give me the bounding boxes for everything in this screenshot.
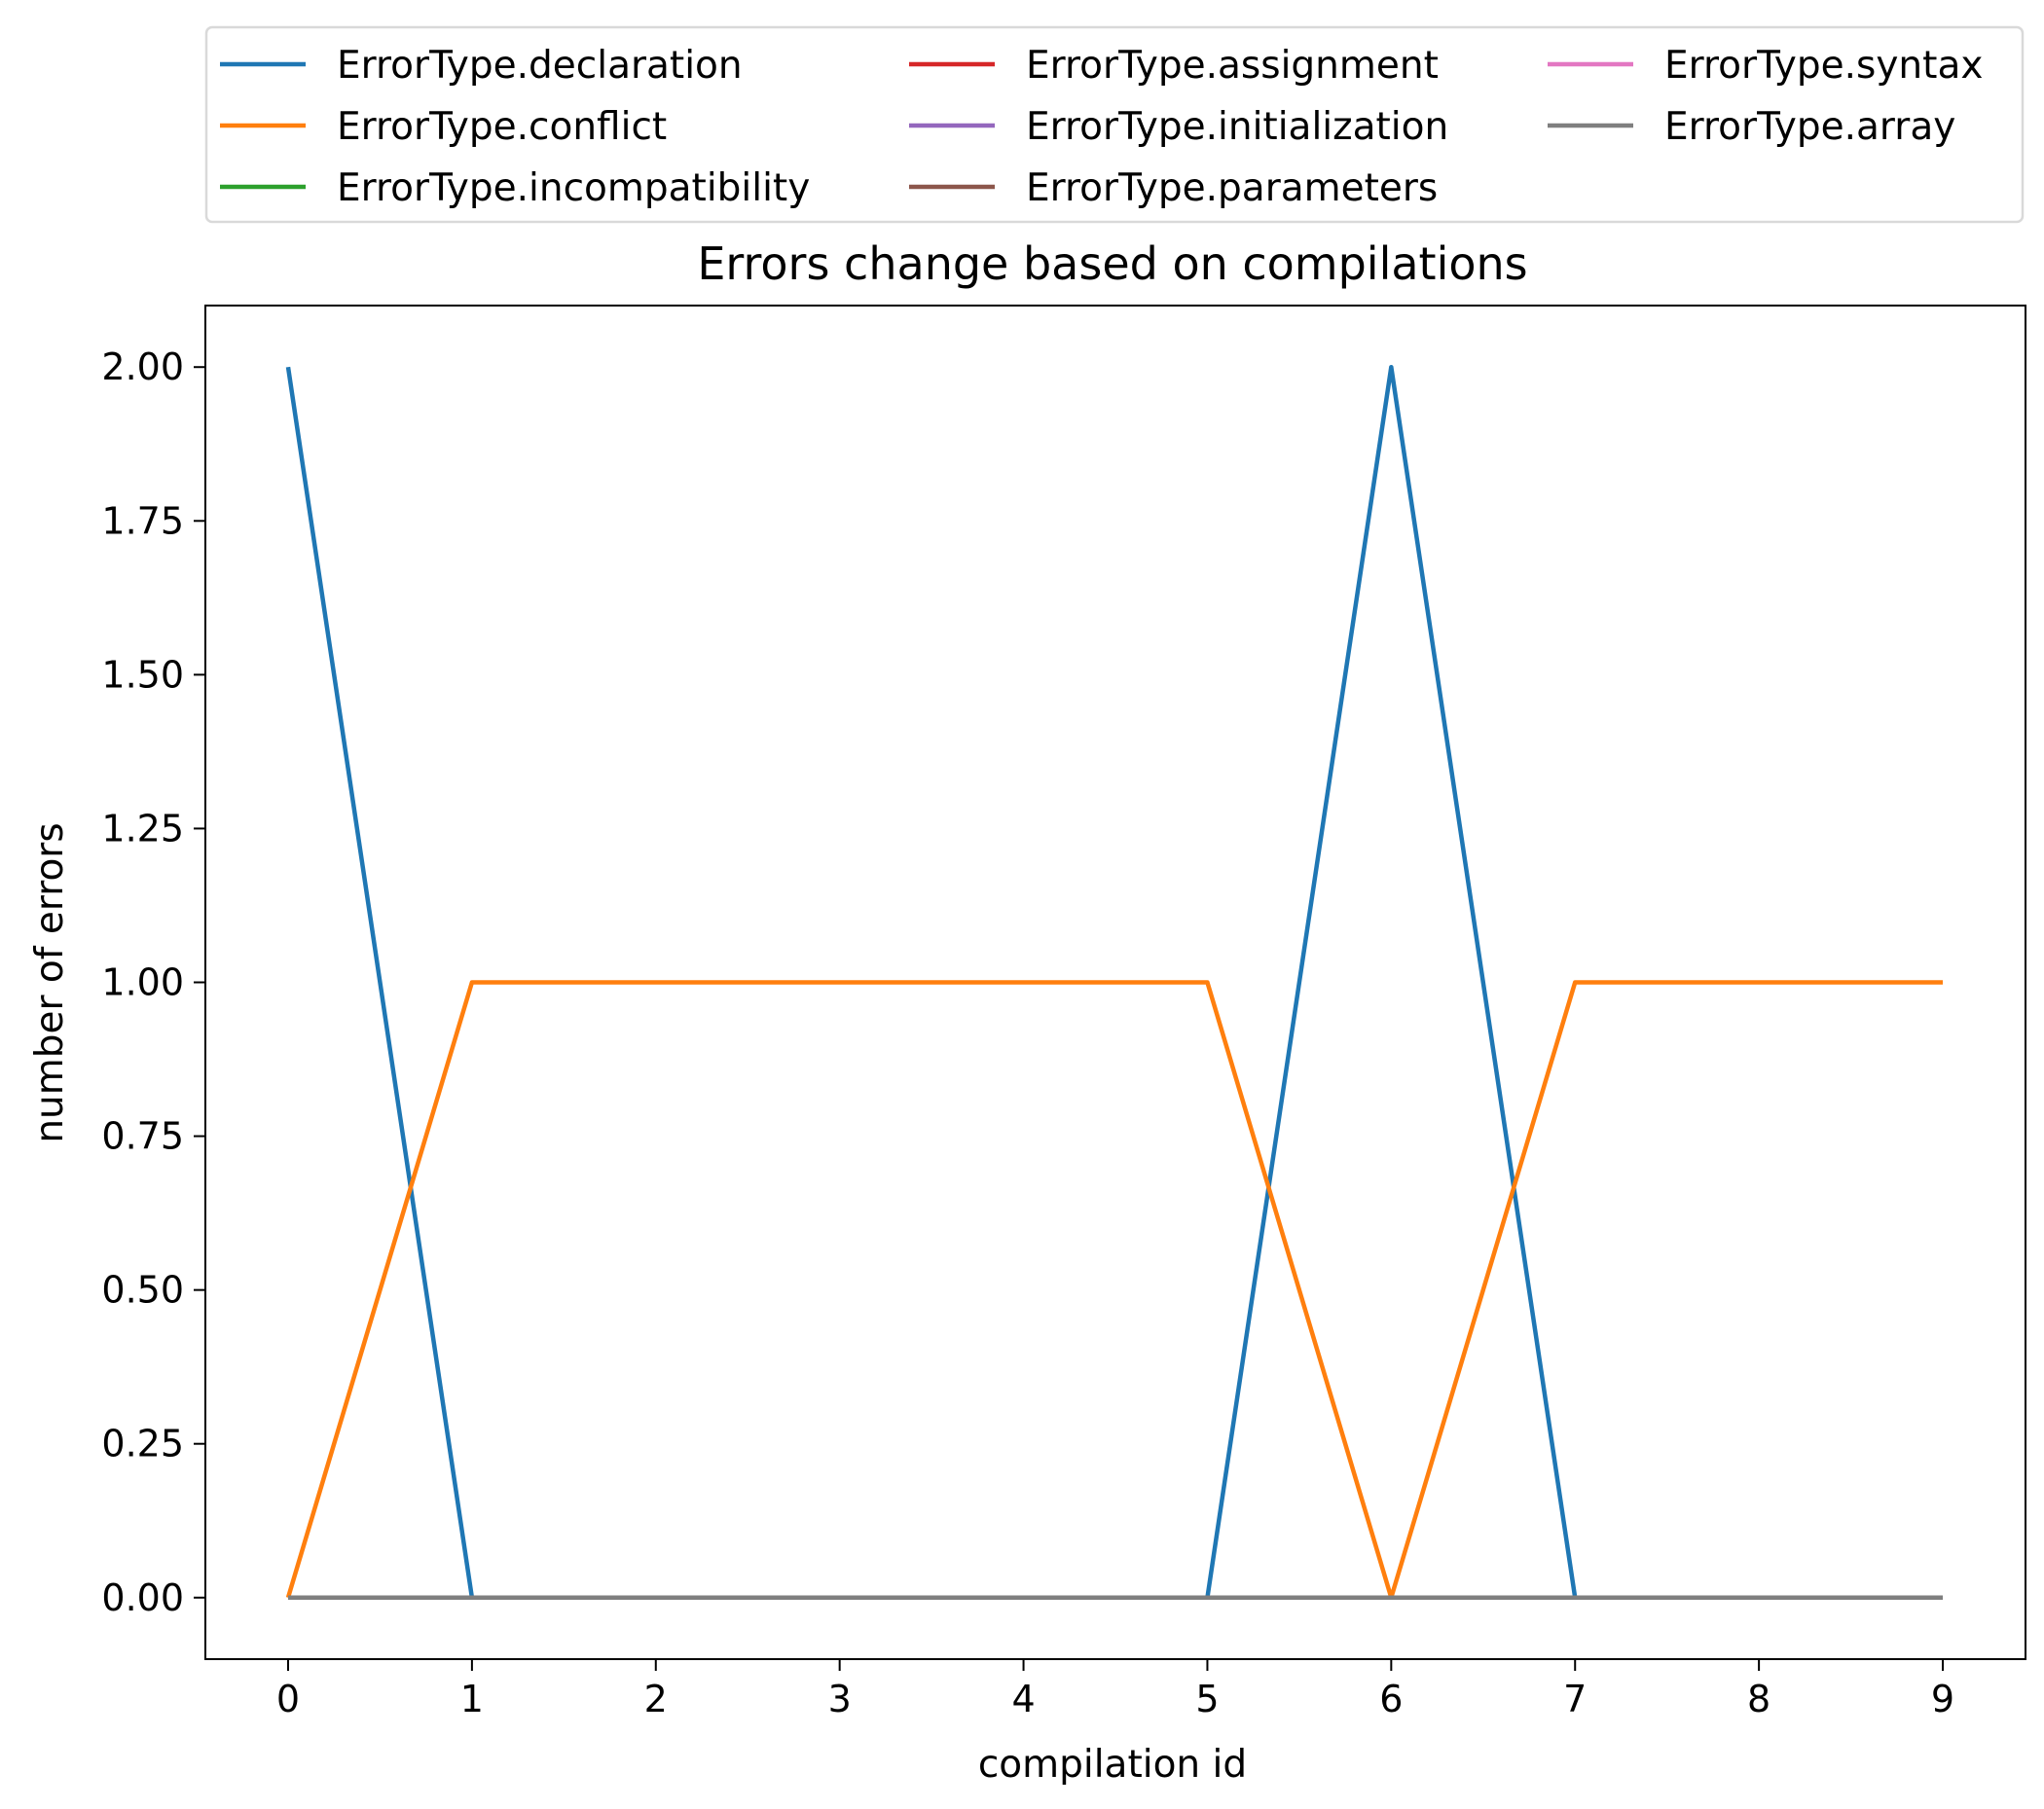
plot-frame bbox=[204, 305, 2026, 1660]
legend-entry-label: ErrorType.array bbox=[1664, 105, 1955, 149]
x-tick-label: 4 bbox=[1011, 1678, 1035, 1720]
legend-entry-label: ErrorType.conflict bbox=[337, 105, 667, 149]
legend-entry-label: ErrorType.parameters bbox=[1026, 166, 1438, 210]
x-tick-label: 6 bbox=[1379, 1678, 1403, 1720]
y-tick-label: 1.25 bbox=[101, 807, 184, 850]
y-tick-label: 1.75 bbox=[101, 499, 184, 542]
series-line-1 bbox=[285, 980, 1943, 1601]
y-axis-label: number of errors bbox=[28, 822, 72, 1142]
y-tick-label: 0.50 bbox=[101, 1269, 184, 1312]
y-axis-ticks: 0.00 0.25 0.50 0.75 1.00 1.25 1.50 1.75 2.00 bbox=[101, 345, 205, 1619]
x-axis-label: compilation id bbox=[978, 1743, 1247, 1787]
x-tick-label: 1 bbox=[460, 1678, 484, 1720]
y-tick-label: 1.50 bbox=[101, 653, 184, 696]
series-lines bbox=[285, 364, 1943, 1601]
y-tick-label: 0.25 bbox=[101, 1423, 184, 1465]
legend-entry-label: ErrorType.declaration bbox=[337, 44, 743, 88]
y-tick-label: 2.00 bbox=[101, 345, 184, 388]
chart-title: Errors change based on compilations bbox=[697, 237, 1527, 290]
legend-frame bbox=[204, 25, 2025, 224]
x-tick-label: 8 bbox=[1747, 1678, 1770, 1720]
legend-entry-label: ErrorType.assignment bbox=[1026, 44, 1439, 88]
y-tick-label: 1.00 bbox=[101, 961, 184, 1004]
x-tick-label: 0 bbox=[276, 1678, 300, 1720]
legend: ErrorType.declaration ErrorType.conflict E… bbox=[204, 25, 2025, 224]
x-tick-label: 5 bbox=[1195, 1678, 1219, 1720]
legend-entry-label: ErrorType.incompatibility bbox=[337, 166, 810, 210]
x-axis-ticks: 0 1 2 3 4 5 6 7 8 9 bbox=[276, 1659, 1954, 1720]
x-tick-label: 3 bbox=[828, 1678, 852, 1720]
x-tick-label: 7 bbox=[1563, 1678, 1587, 1720]
legend-entry-label: ErrorType.syntax bbox=[1664, 44, 1983, 88]
y-tick-label: 0.00 bbox=[101, 1576, 184, 1619]
x-tick-label: 2 bbox=[644, 1678, 668, 1720]
y-tick-label: 0.75 bbox=[101, 1115, 184, 1158]
legend-entry-label: ErrorType.initialization bbox=[1026, 105, 1448, 149]
x-tick-label: 9 bbox=[1931, 1678, 1954, 1720]
